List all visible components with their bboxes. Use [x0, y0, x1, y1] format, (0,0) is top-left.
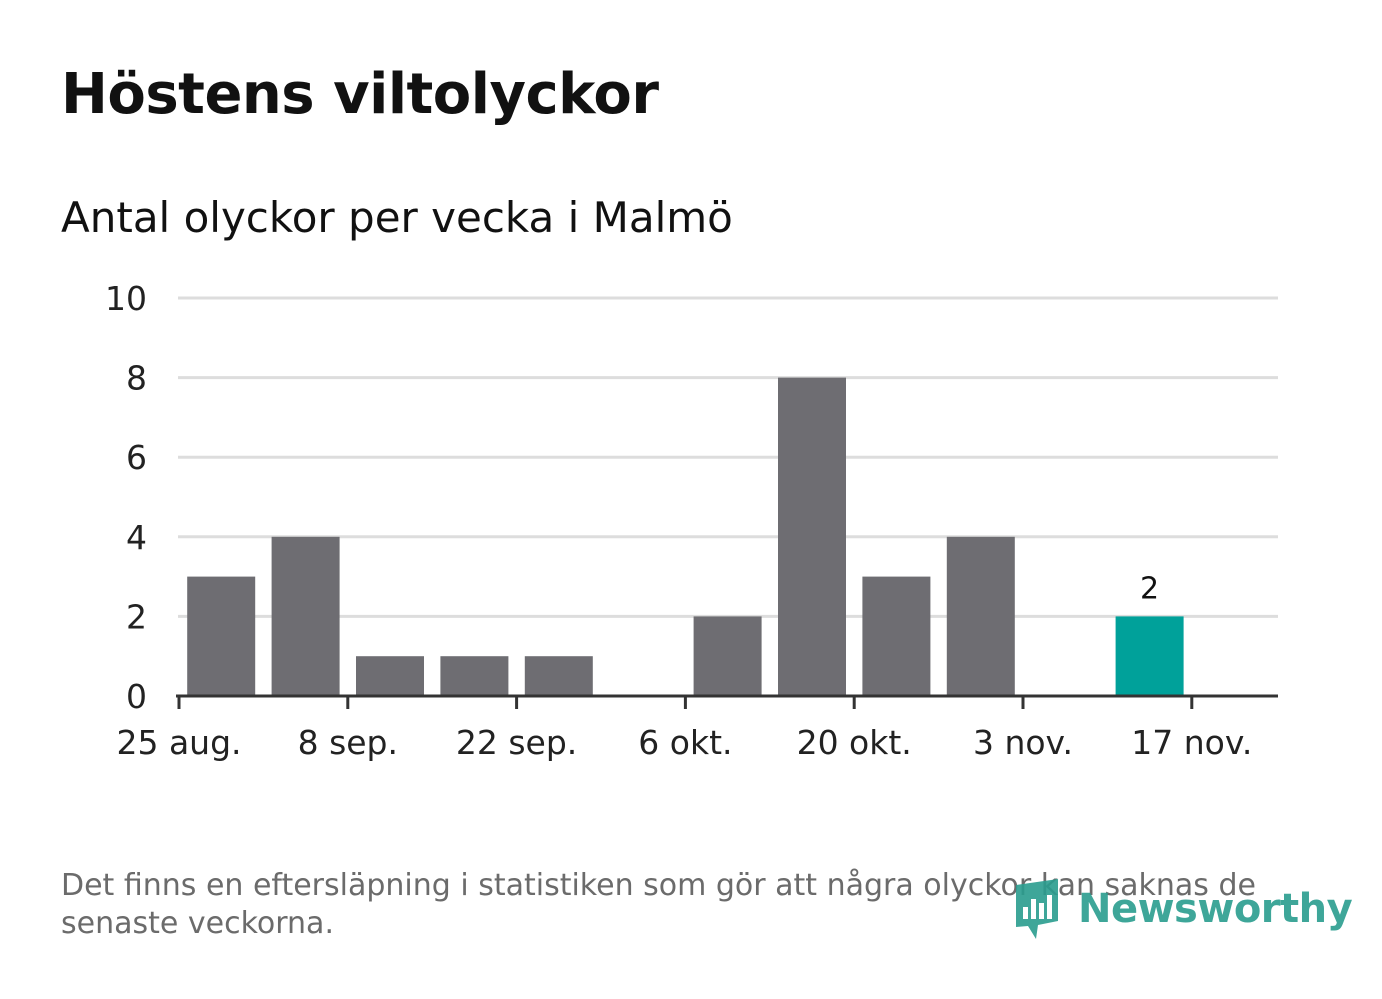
chart-subtitle: Antal olyckor per vecka i Malmö — [61, 193, 733, 242]
x-axis: 25 aug. 8 sep. 22 sep. 6 okt. 20 okt. 3 nov. 1… — [116, 694, 1278, 762]
bar — [524, 656, 593, 696]
chart-title: Höstens viltolyckor — [61, 62, 659, 127]
bar — [440, 656, 509, 696]
newsworthy-logo: Newsworthy — [1012, 876, 1353, 942]
bar — [946, 536, 1015, 696]
y-tick-label: 4 — [126, 518, 147, 557]
y-tick-label: 6 — [126, 438, 147, 477]
x-tick-label: 20 okt. — [797, 723, 912, 762]
bar — [187, 576, 256, 696]
grid-lines — [178, 296, 1278, 618]
data-label: 2 — [1140, 571, 1159, 606]
y-tick-label: 8 — [126, 359, 147, 398]
x-tick-label: 8 sep. — [298, 723, 398, 762]
x-tick-label: 22 sep. — [456, 723, 577, 762]
chart-bubble-icon — [1016, 879, 1058, 939]
x-tick-label: 3 nov. — [973, 723, 1073, 762]
y-tick-label: 10 — [105, 279, 147, 318]
x-tick-label: 17 nov. — [1131, 723, 1252, 762]
bar — [862, 576, 931, 696]
bar — [356, 656, 424, 696]
y-axis: 0 2 4 6 8 10 — [105, 279, 147, 716]
y-tick-label: 0 — [126, 677, 147, 716]
bar-highlighted — [1115, 616, 1184, 696]
data-labels: 2 — [1140, 571, 1159, 606]
x-tick-label: 6 okt. — [638, 723, 732, 762]
brand-name: Newsworthy — [1078, 886, 1353, 932]
bar — [778, 377, 846, 696]
bar — [271, 536, 340, 696]
y-tick-label: 2 — [126, 597, 147, 636]
bars — [187, 377, 1184, 696]
bar-chart: 0 2 4 6 8 10 25 aug. 8 sep. 22 sep. 6 okt. 20 okt… — [105, 279, 1278, 762]
bar — [693, 616, 762, 696]
x-tick-label: 25 aug. — [116, 723, 241, 762]
